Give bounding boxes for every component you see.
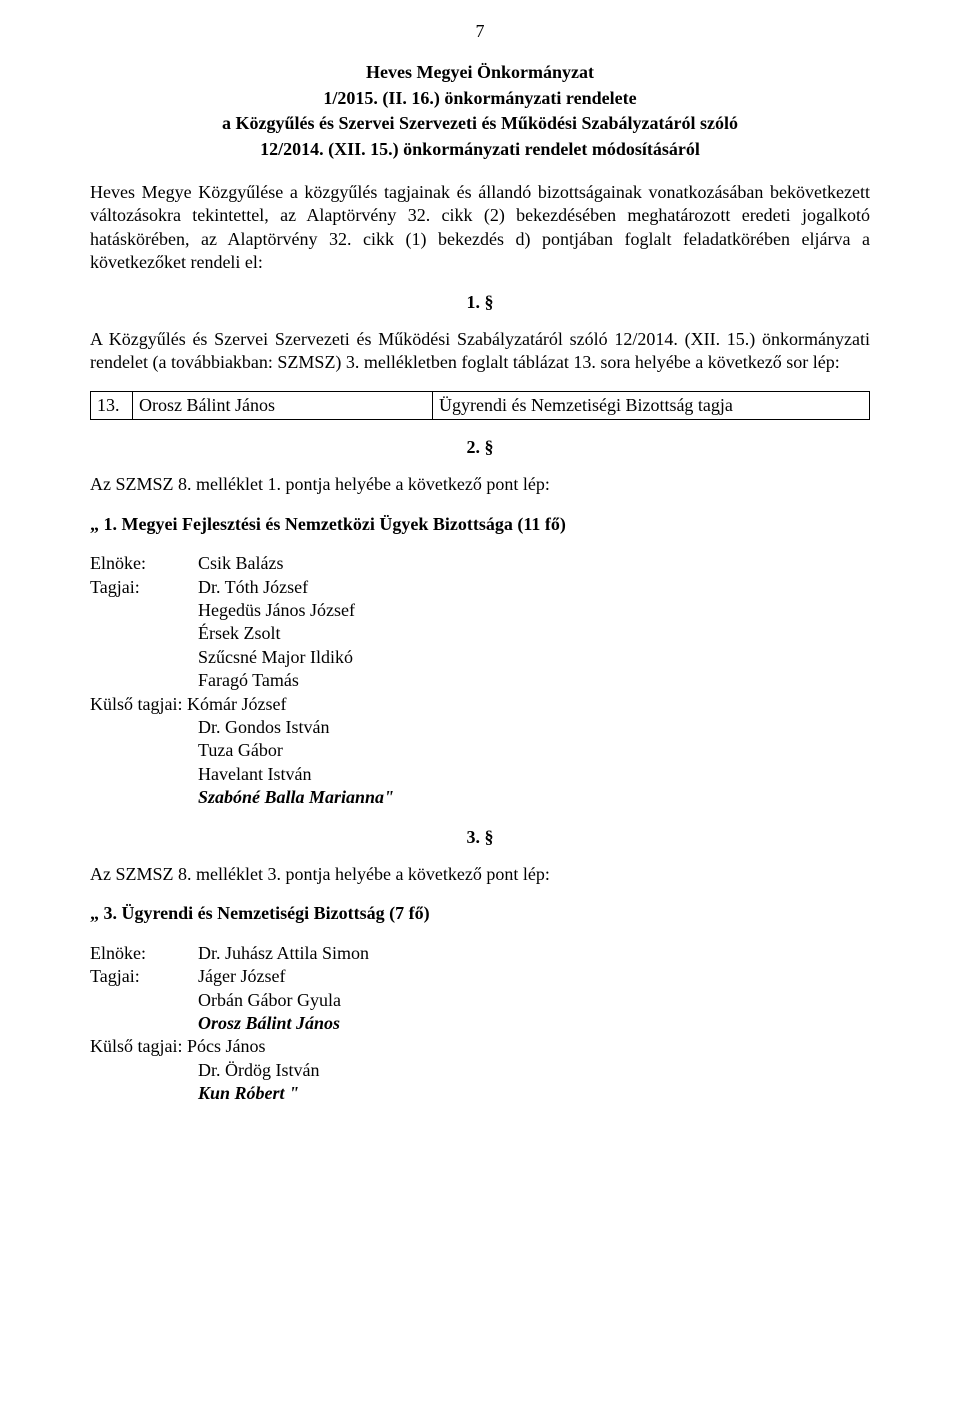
section-3-body: Az SZMSZ 8. melléklet 3. pontja helyébe … <box>90 863 870 886</box>
title-line-2: 1/2015. (II. 16.) önkormányzati rendelet… <box>90 87 870 110</box>
committee-1-title: „ 1. Megyei Fejlesztési és Nemzetközi Üg… <box>90 513 870 536</box>
page-number: 7 <box>90 20 870 43</box>
member-name: Dr. Ördög István <box>90 1059 870 1082</box>
title-line-3: a Közgyűlés és Szervei Szervezeti és Műk… <box>90 112 870 135</box>
role-label-kulso: Külső tagjai: <box>90 1036 183 1056</box>
member-name: Tuza Gábor <box>90 739 870 762</box>
member-name: Jáger József <box>198 965 285 988</box>
role-label-tagjai: Tagjai: <box>90 576 198 599</box>
member-name: Kómár József <box>187 694 286 714</box>
role-label-elnoke: Elnöke: <box>90 942 198 965</box>
member-name: Orbán Gábor Gyula <box>90 989 870 1012</box>
section-2-heading: 2. § <box>90 436 870 459</box>
section-1-heading: 1. § <box>90 291 870 314</box>
member-name: Havelant István <box>90 763 870 786</box>
member-name: Dr. Juhász Attila Simon <box>198 942 369 965</box>
role-label-elnoke: Elnöke: <box>90 552 198 575</box>
member-name: Faragó Tamás <box>90 669 870 692</box>
member-name-emphasis: Kun Róbert " <box>90 1082 870 1105</box>
committee-2-members: Elnöke: Dr. Juhász Attila Simon Tagjai: … <box>90 942 870 1106</box>
member-name-emphasis: Orosz Bálint János <box>90 1012 870 1035</box>
section-3-heading: 3. § <box>90 826 870 849</box>
title-line-1: Heves Megyei Önkormányzat <box>90 61 870 84</box>
member-name: Érsek Zsolt <box>90 622 870 645</box>
member-name-emphasis: Szabóné Balla Marianna" <box>90 786 870 809</box>
committee-2-title: „ 3. Ügyrendi és Nemzetiségi Bizottság (… <box>90 902 870 925</box>
member-name: Pócs János <box>187 1036 266 1056</box>
member-name: Dr. Gondos István <box>90 716 870 739</box>
document-title-block: Heves Megyei Önkormányzat 1/2015. (II. 1… <box>90 61 870 161</box>
section-1-body: A Közgyűlés és Szervei Szervezeti és Műk… <box>90 328 870 375</box>
committee-1-members: Elnöke: Csik Balázs Tagjai: Dr. Tóth Józ… <box>90 552 870 809</box>
table-cell-name: Orosz Bálint János <box>133 391 433 419</box>
table-cell-role: Ügyrendi és Nemzetiségi Bizottság tagja <box>433 391 870 419</box>
amendment-table: 13. Orosz Bálint János Ügyrendi és Nemze… <box>90 391 870 420</box>
table-cell-num: 13. <box>91 391 133 419</box>
member-name: Szűcsné Major Ildikó <box>90 646 870 669</box>
title-line-4: 12/2014. (XII. 15.) önkormányzati rendel… <box>90 138 870 161</box>
table-row: 13. Orosz Bálint János Ügyrendi és Nemze… <box>91 391 870 419</box>
preamble-paragraph: Heves Megye Közgyűlése a közgyűlés tagja… <box>90 181 870 275</box>
member-name: Csik Balázs <box>198 552 284 575</box>
member-name: Dr. Tóth József <box>198 576 308 599</box>
role-label-tagjai: Tagjai: <box>90 965 198 988</box>
section-2-body: Az SZMSZ 8. melléklet 1. pontja helyébe … <box>90 473 870 496</box>
member-name: Hegedüs János József <box>90 599 870 622</box>
role-label-kulso: Külső tagjai: <box>90 694 183 714</box>
